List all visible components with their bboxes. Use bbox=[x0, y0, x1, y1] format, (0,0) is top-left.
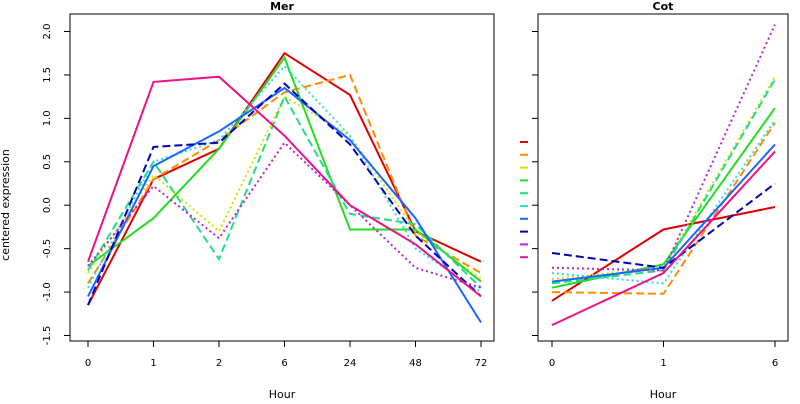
series-line-mer-9 bbox=[87, 75, 482, 298]
y-tick-label-mer-2: -0.5 bbox=[42, 239, 53, 259]
series-line-cot-8 bbox=[551, 24, 776, 272]
y-tick-label-mer-1: -1.0 bbox=[42, 282, 53, 302]
x-tick-label-mer-0: 0 bbox=[85, 358, 91, 369]
x-tick-label-mer-1: 1 bbox=[150, 358, 156, 369]
panel-cot-legend bbox=[520, 141, 528, 259]
y-tick-label-mer-4: 0.5 bbox=[42, 154, 53, 170]
series-line-mer-1 bbox=[87, 73, 482, 284]
series-line-cot-7 bbox=[551, 182, 776, 269]
y-tick-label-mer-3: 0.0 bbox=[42, 197, 53, 213]
series-line-mer-6 bbox=[87, 86, 482, 324]
y-tick-label-mer-7: 2.0 bbox=[42, 24, 53, 40]
panel-mer-frame bbox=[69, 13, 495, 342]
panel-mer-series bbox=[87, 51, 482, 324]
series-line-mer-7 bbox=[87, 82, 482, 306]
panel-cot: Cot Hour 0 1 6 bbox=[520, 0, 789, 401]
x-tick-label-mer-5: 48 bbox=[409, 358, 422, 369]
x-tick-label-cot-0: 0 bbox=[549, 358, 555, 369]
series-line-cot-0 bbox=[551, 206, 776, 302]
y-tick-label-mer-5: 1.0 bbox=[42, 110, 53, 126]
series-line-cot-1 bbox=[551, 122, 776, 295]
x-tick-label-mer-2: 2 bbox=[216, 358, 222, 369]
x-tick-label-mer-4: 24 bbox=[344, 358, 357, 369]
panel-cot-series bbox=[551, 24, 776, 327]
y-tick-label-mer-6: 1.5 bbox=[42, 67, 53, 83]
y-tick-label-mer-0: -1.5 bbox=[42, 326, 53, 346]
x-tick-label-cot-1: 1 bbox=[660, 358, 666, 369]
x-tick-label-cot-2: 6 bbox=[772, 358, 778, 369]
panel-mer-title: Mer bbox=[270, 0, 294, 13]
series-line-cot-5 bbox=[551, 119, 776, 285]
series-line-cot-2 bbox=[551, 76, 776, 280]
x-tick-label-mer-3: 6 bbox=[281, 358, 287, 369]
series-line-mer-3 bbox=[87, 55, 482, 283]
panel-mer-x-label: Hour bbox=[269, 388, 296, 400]
series-line-mer-2 bbox=[87, 95, 482, 280]
panel-cot-axes: 0 1 6 bbox=[532, 31, 778, 369]
y-axis-label: centered expression bbox=[0, 149, 12, 261]
panel-mer-axes: 0 1 2 6 24 48 72 -1.5 -1.0 -0.5 0.0 0.5 1.0 1.5 2.0 bbox=[42, 24, 487, 369]
panel-mer: Mer Hour 0 1 2 6 24 48 72 -1.5 -1.0 -0.5 0.0 0.5 1.0… bbox=[42, 0, 495, 401]
x-tick-label-mer-6: 72 bbox=[475, 358, 488, 369]
series-line-mer-5 bbox=[87, 64, 482, 293]
series-line-mer-8 bbox=[87, 141, 482, 289]
series-line-cot-9 bbox=[551, 150, 776, 327]
panel-cot-title: Cot bbox=[653, 0, 674, 13]
panel-cot-x-label: Hour bbox=[650, 388, 677, 400]
